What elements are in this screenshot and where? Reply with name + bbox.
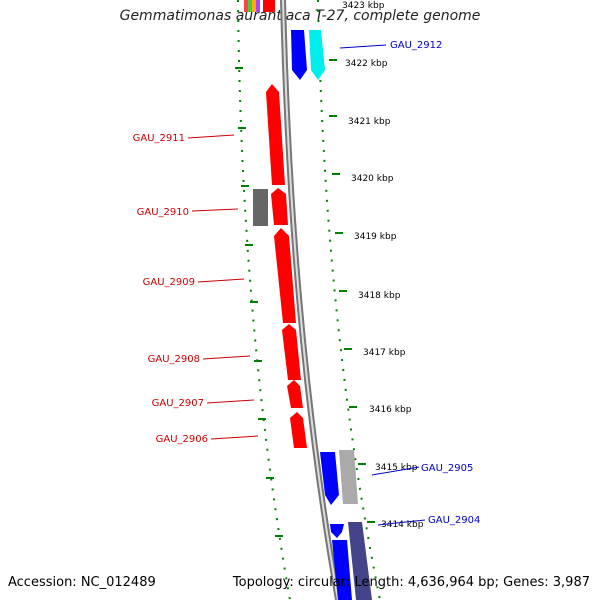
gene-gau-2907-arrow[interactable] [287,380,303,408]
map-title: Gemmatimonas aurantiaca T-27, complete g… [119,8,481,24]
scale-label: 3417 kbp [363,348,406,358]
gene-label-gau-2906[interactable]: GAU_2906 [156,434,208,445]
scale-label: 3420 kbp [351,174,394,184]
gene-lower-navy[interactable] [348,522,372,600]
summary-text: Topology: circular; Length: 4,636,964 bp… [232,575,590,590]
scale-label: 3418 kbp [358,291,401,301]
scale-label: 3422 kbp [345,59,388,69]
scale-label: 3415 kbp [375,463,418,473]
gene-gau-2910-grey[interactable] [253,189,268,226]
outer-ring-right [317,0,381,600]
label-leader-lines [187,44,426,526]
gene-gau-2908-arrow[interactable] [282,324,301,380]
gene-label-gau-2912[interactable]: GAU_2912 [390,40,442,51]
gene-lower-blue[interactable] [332,540,352,600]
gene-label-gau-2911[interactable]: GAU_2911 [133,133,185,144]
gene-label-gau-2909[interactable]: GAU_2909 [143,277,195,288]
gene-gau-2906-arrow[interactable] [290,412,307,448]
scale-label: 3416 kbp [369,405,412,415]
gene-gau-2909-arrow[interactable] [274,228,296,323]
gene-gau-2912-arrow[interactable] [291,30,307,80]
gene-label-gau-2904[interactable]: GAU_2904 [428,515,480,526]
top-fragment [244,0,275,12]
scale-label: 3421 kbp [348,117,391,127]
gene-gau-2911-arrow[interactable] [266,84,285,185]
gene-gau-2905-grey[interactable] [339,450,358,504]
scale-ticks [235,59,375,537]
genome-backbone-highlight [282,0,339,600]
gene-label-gau-2910[interactable]: GAU_2910 [137,207,189,218]
gene-label-gau-2908[interactable]: GAU_2908 [148,354,200,365]
gene-cyan-arrow[interactable] [309,30,325,80]
scale-label: 3414 kbp [381,520,424,530]
scale-labels: 3423 kbp 3422 kbp 3421 kbp 3420 kbp 3419… [342,1,424,530]
scale-label: 3423 kbp [342,1,385,11]
gene-gau-2905-arrow[interactable] [320,452,339,505]
scale-label: 3419 kbp [354,232,397,242]
gene-gau-2910-arrow[interactable] [271,188,288,225]
gene-label-gau-2905[interactable]: GAU_2905 [421,463,473,474]
outer-ring-left [237,0,291,600]
gene-gau-2904-arrow[interactable] [330,524,344,538]
gene-label-gau-2907[interactable]: GAU_2907 [152,398,204,409]
accession-text: Accession: NC_012489 [8,575,156,590]
gene-labels: GAU_2912 GAU_2911 GAU_2910 GAU_2909 GAU_… [133,40,481,526]
